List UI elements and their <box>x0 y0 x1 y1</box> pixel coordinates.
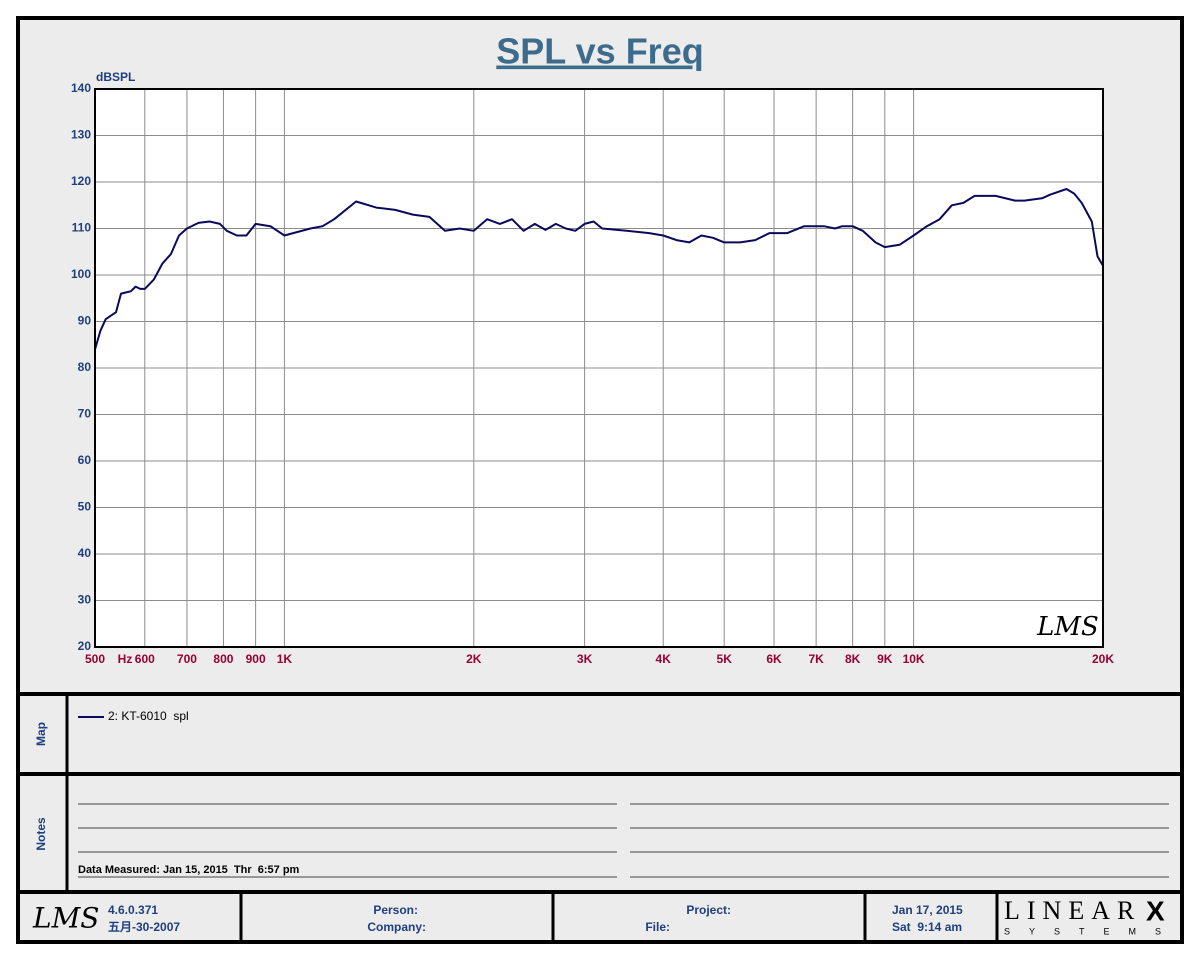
map-label: Map <box>34 722 48 746</box>
y-tick-label: 50 <box>78 500 92 514</box>
person-label: Person: <box>373 903 418 917</box>
x-tick-label: 600 <box>135 652 155 666</box>
build-date: 五月-30-2007 <box>108 920 180 934</box>
x-tick-label: 500 <box>85 652 105 666</box>
brand-sub: SYSTEMS <box>1004 926 1180 936</box>
x-tick-label: 20K <box>1092 652 1114 666</box>
y-tick-label: 90 <box>78 314 92 328</box>
x-tick-label: 7K <box>808 652 824 666</box>
plot-border <box>94 88 1104 648</box>
print-date: Jan 17, 2015 <box>892 903 963 917</box>
print-time: Sat 9:14 am <box>892 920 962 934</box>
chart-title: SPL vs Freq <box>496 31 703 72</box>
brand: LINEAR <box>1004 896 1141 925</box>
x-tick-label: 5K <box>717 652 733 666</box>
x-axis-label: Hz <box>118 652 133 666</box>
y-axis-label: dBSPL <box>96 70 135 84</box>
company-label: Company: <box>367 920 426 934</box>
y-tick-label: 40 <box>78 546 92 560</box>
x-tick-label: 10K <box>903 652 925 666</box>
footer-logo: LMS <box>32 902 99 935</box>
brand-x: X <box>1146 895 1165 926</box>
x-tick-label: 6K <box>766 652 782 666</box>
spl-curve <box>94 188 1104 350</box>
note-lines <box>78 803 1169 878</box>
x-tick-label: 800 <box>213 652 233 666</box>
y-tick-label: 30 <box>78 593 92 607</box>
x-tick-label: 8K <box>845 652 861 666</box>
y-tick-label: 130 <box>71 128 91 142</box>
x-tick-label: 1K <box>277 652 293 666</box>
y-tick-label: 110 <box>72 221 92 235</box>
x-tick-label: 4K <box>656 652 672 666</box>
legend-entry: 2: KT-6010 spl <box>108 709 189 723</box>
watermark: LMS <box>1036 612 1099 642</box>
y-tick-label: 140 <box>71 81 91 95</box>
notes-label: Notes <box>34 817 48 851</box>
y-tick-label: 100 <box>71 267 91 281</box>
project-label: Project: <box>686 903 731 917</box>
y-tick-label: 80 <box>78 360 92 374</box>
y-tick-label: 70 <box>78 407 92 421</box>
file-label: File: <box>645 920 670 934</box>
y-tick-label: 60 <box>78 453 92 467</box>
y-tick-label: 20 <box>78 639 92 653</box>
x-tick-label: 900 <box>246 652 266 666</box>
x-tick-label: 2K <box>466 652 482 666</box>
x-tick-label: 3K <box>577 652 593 666</box>
footer-panel <box>16 890 1184 944</box>
note-text: Data Measured: Jan 15, 2015 Thr 6:57 pm <box>78 864 300 876</box>
version: 4.6.0.371 <box>108 903 158 917</box>
x-tick-label: 9K <box>877 652 893 666</box>
x-tick-label: 700 <box>177 652 197 666</box>
y-tick-label: 120 <box>71 174 91 188</box>
